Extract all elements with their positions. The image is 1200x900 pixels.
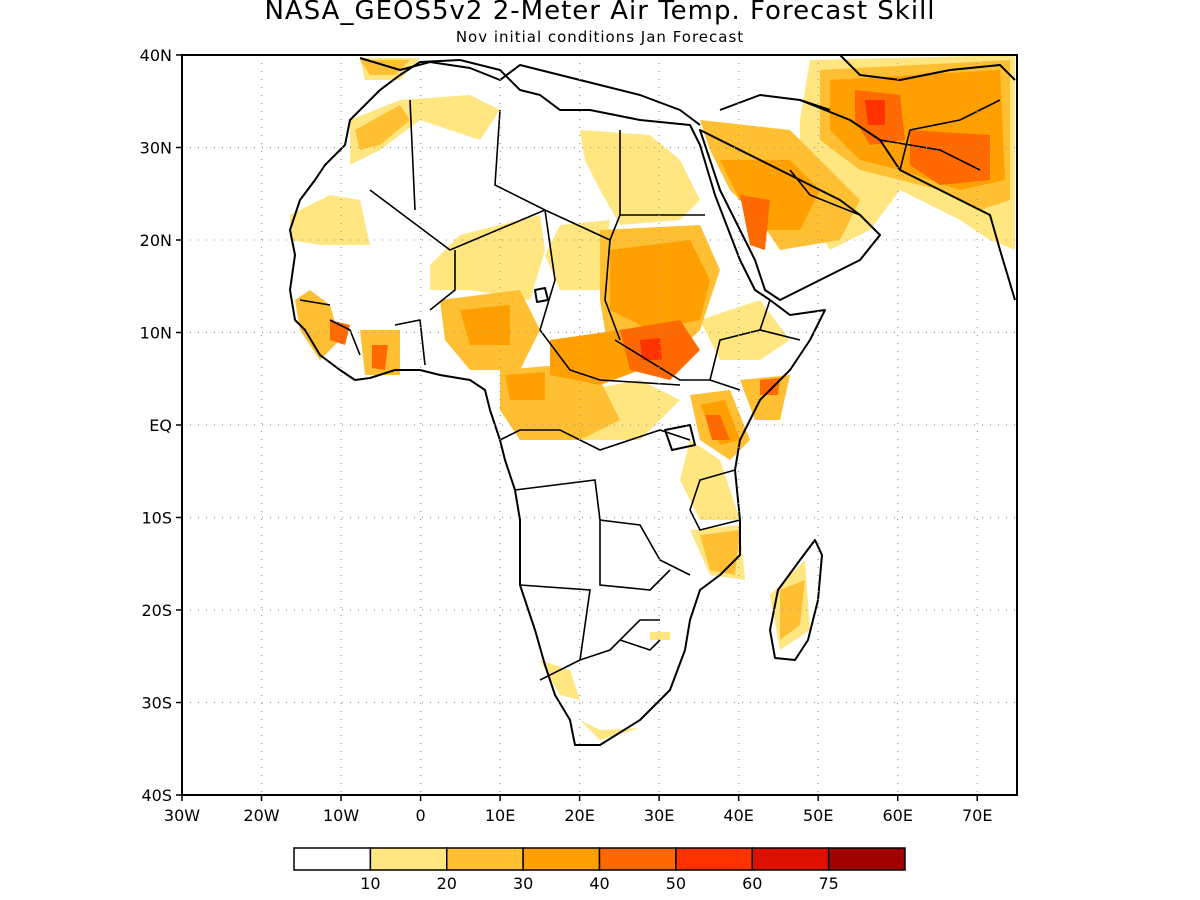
map-subtitle: Nov initial conditions Jan Forecast (455, 28, 745, 46)
colorbar-swatch (598, 847, 677, 871)
colorbar-label: 30 (513, 874, 533, 893)
skill-level-50-60 (640, 100, 885, 360)
coastlines (289, 54, 1016, 746)
lon-tick-label: 70E (962, 806, 992, 825)
lon-tick-label: 20W (243, 806, 279, 825)
lat-tick-label: EQ (149, 416, 172, 435)
colorbar-swatch (751, 847, 830, 871)
colorbar-swatch (369, 847, 448, 871)
lat-tick-label: 10N (140, 324, 172, 343)
lon-tick-label: 50E (803, 806, 833, 825)
map-frame (181, 54, 1018, 796)
colorbar-label: 60 (742, 874, 762, 893)
skill-shading (290, 55, 1015, 740)
colorbar-swatch (446, 847, 524, 871)
lat-tick-label: 40N (140, 46, 172, 65)
lat-tick-label: 20N (140, 231, 172, 250)
lon-tick-label: 30W (164, 806, 200, 825)
map-title: NASA_GEOS5v2 2-Meter Air Temp. Forecast … (264, 0, 936, 26)
colorbar-label: 40 (589, 874, 609, 893)
lon-tick-label: 0 (415, 806, 425, 825)
lon-tick-label: 10W (323, 806, 359, 825)
skill-colorbar: 10 20 30 40 50 60 75 (293, 847, 906, 893)
lon-tick-label: 30E (644, 806, 674, 825)
lake-chad (534, 287, 549, 303)
asia-coastline (799, 54, 1016, 301)
lon-tick-label: 20E (564, 806, 594, 825)
lat-tick-label: 40S (141, 786, 172, 805)
lat-tick-label: 30N (140, 139, 172, 158)
lat-tick-label: 10S (141, 509, 172, 528)
colorbar-swatch (293, 847, 372, 871)
lon-tick-label: 40E (723, 806, 753, 825)
colorbar-label: 20 (437, 874, 457, 893)
lake-victoria (664, 424, 696, 451)
africa-coastline (289, 59, 826, 746)
colorbar-label: 10 (360, 874, 380, 893)
colorbar-swatch (522, 847, 601, 871)
colorbar-swatch (675, 847, 753, 871)
lat-tick-label: 20S (141, 601, 172, 620)
map-grid (182, 55, 1017, 795)
lon-tick-label: 60E (882, 806, 912, 825)
lon-tick-label: 10E (485, 806, 515, 825)
lat-tick-label: 30S (141, 694, 172, 713)
colorbar-label: 50 (666, 874, 686, 893)
arabia-coastline (699, 129, 881, 301)
colorbar-label: 75 (818, 874, 838, 893)
colorbar-swatch (827, 847, 906, 871)
